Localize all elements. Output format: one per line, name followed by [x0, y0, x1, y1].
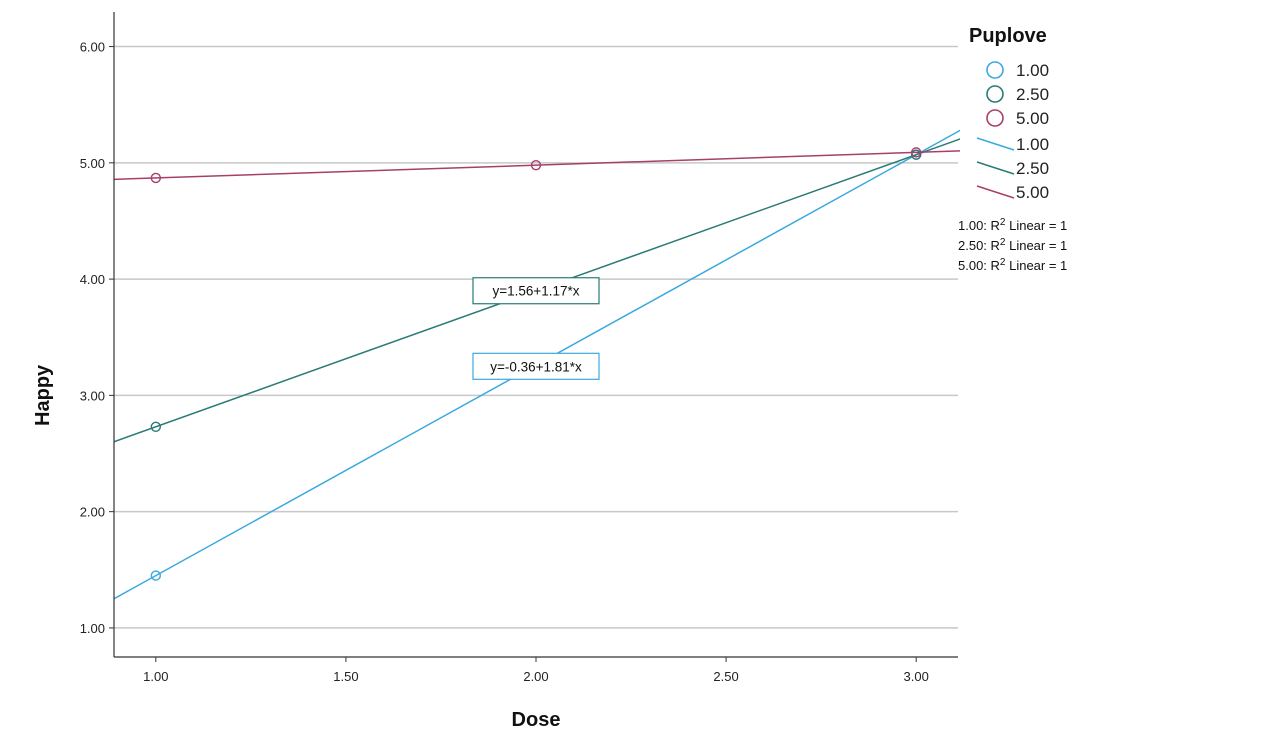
- data-point-5-00: [910, 147, 922, 158]
- y-tick-label: 2.00: [80, 505, 105, 520]
- axes: 1.00 2.00 3.00 4.00 5.00 6.00 1.00 1.50 2.00 2.50…: [32, 12, 958, 731]
- equation-box: [472, 277, 600, 305]
- gridlines: [114, 45, 958, 629]
- x-tick-label: 2.50: [713, 669, 738, 684]
- y-tick-label: 1.00: [80, 621, 105, 636]
- data-point-5-00: [530, 159, 542, 171]
- r-squared-note: 2.50: R2 Linear = 1: [958, 237, 1067, 253]
- fit-equations: y=-0.36+1.81*x y=1.56+1.17*x: [472, 277, 600, 380]
- legend-label: 1.00: [1016, 135, 1049, 154]
- legend-title: Puplove: [969, 25, 1047, 47]
- y-tick-label: 6.00: [80, 40, 105, 55]
- y-axis-title: Happy: [32, 364, 54, 426]
- equation-box: [472, 352, 600, 380]
- fit-line-5-00: [114, 150, 960, 181]
- legend-line-2-50: [976, 161, 1015, 175]
- r-squared-note: 1.00: R2 Linear = 1: [958, 217, 1067, 233]
- legend-line-1-00: [976, 137, 1015, 151]
- r-squared-note: 5.00: R2 Linear = 1: [958, 257, 1067, 273]
- y-tick-label: 5.00: [80, 156, 105, 171]
- fit-equation-1-00: y=-0.36+1.81*x: [472, 352, 600, 380]
- legend-label: 2.50: [1016, 85, 1049, 104]
- y-tick-label: 3.00: [80, 388, 105, 403]
- x-tick-label: 1.00: [143, 669, 168, 684]
- fit-equation-2-50: y=1.56+1.17*x: [472, 277, 600, 305]
- legend-label: 2.50: [1016, 159, 1049, 178]
- x-tick-label: 2.00: [523, 669, 548, 684]
- legend-line-5-00: [976, 185, 1015, 199]
- x-axis-title: Dose: [512, 709, 561, 731]
- x-tick-label: 3.00: [904, 669, 929, 684]
- legend-marker-1-00: [986, 61, 1004, 79]
- data-point-1-00: [150, 570, 162, 581]
- legend-marker-5-00: [986, 109, 1004, 127]
- equation-label: y=-0.36+1.81*x: [490, 359, 582, 374]
- data-point-2-50: [150, 421, 162, 432]
- legend: Puplove 1.00 2.50 5.00 1.00 2.50 5.00 1.00: R2 …: [958, 25, 1067, 273]
- x-tick-label: 1.50: [333, 669, 358, 684]
- data-point-5-00: [150, 172, 162, 184]
- equation-label: y=1.56+1.17*x: [492, 284, 579, 299]
- legend-marker-2-50: [986, 85, 1004, 103]
- y-tick-label: 4.00: [80, 272, 105, 287]
- legend-label: 5.00: [1016, 183, 1049, 202]
- data-points: [150, 147, 922, 581]
- legend-label: 1.00: [1016, 61, 1049, 80]
- legend-label: 5.00: [1016, 109, 1049, 128]
